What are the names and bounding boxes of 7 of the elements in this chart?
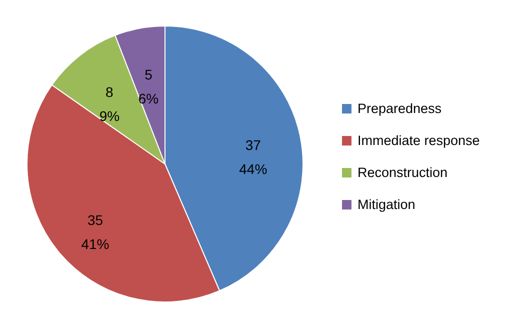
data-label: 8 9%: [99, 84, 120, 124]
legend-label: Mitigation: [358, 196, 416, 212]
legend-label: Immediate response: [358, 132, 480, 148]
legend-label: Reconstruction: [358, 164, 448, 180]
data-label: 37 44%: [239, 136, 268, 177]
legend-label: Preparedness: [358, 100, 442, 116]
data-label: 35 41%: [81, 212, 110, 252]
